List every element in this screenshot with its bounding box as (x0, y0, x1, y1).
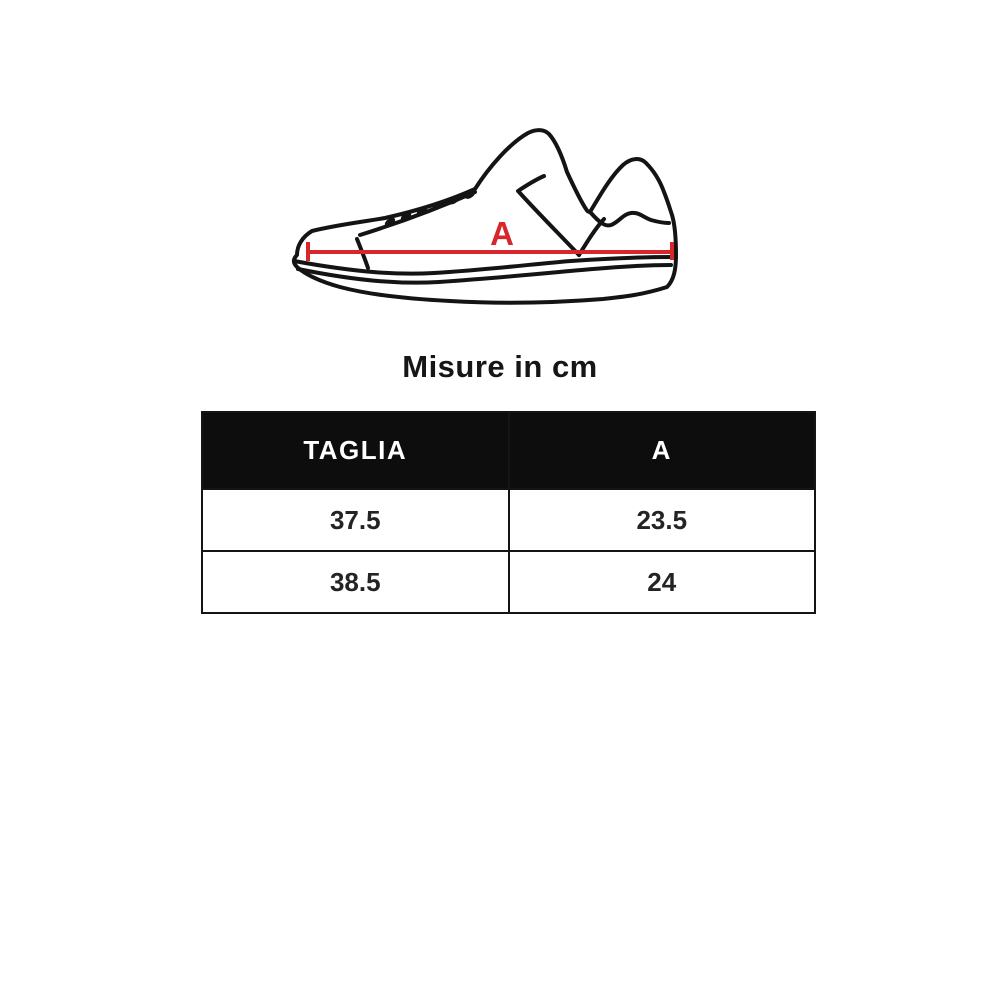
column-header-taglia: TAGLIA (201, 411, 510, 490)
quarter-seam-line (517, 190, 581, 257)
table-header-row: TAGLIA A (201, 411, 816, 490)
laces-icon (384, 190, 476, 227)
collar-rim-line (516, 174, 546, 193)
cell-taglia: 37.5 (201, 488, 510, 552)
sneaker-diagram: A (292, 128, 678, 305)
cell-length-a: 23.5 (507, 488, 816, 552)
cell-length-a: 24 (507, 550, 816, 614)
measurement-label-a: A (490, 215, 514, 252)
page-title: Misure in cm (402, 349, 598, 384)
eyestay-line (358, 190, 477, 237)
size-table: TAGLIA A 37.5 23.5 38.5 24 (201, 411, 816, 614)
measurement-line (306, 242, 674, 261)
cell-taglia: 38.5 (201, 550, 510, 614)
midsole-line (292, 255, 675, 276)
heel-patch-line (589, 210, 671, 228)
column-header-a: A (507, 411, 816, 490)
table-row: 37.5 23.5 (201, 488, 816, 552)
midsole-line (296, 263, 673, 285)
table-row: 38.5 24 (201, 550, 816, 614)
